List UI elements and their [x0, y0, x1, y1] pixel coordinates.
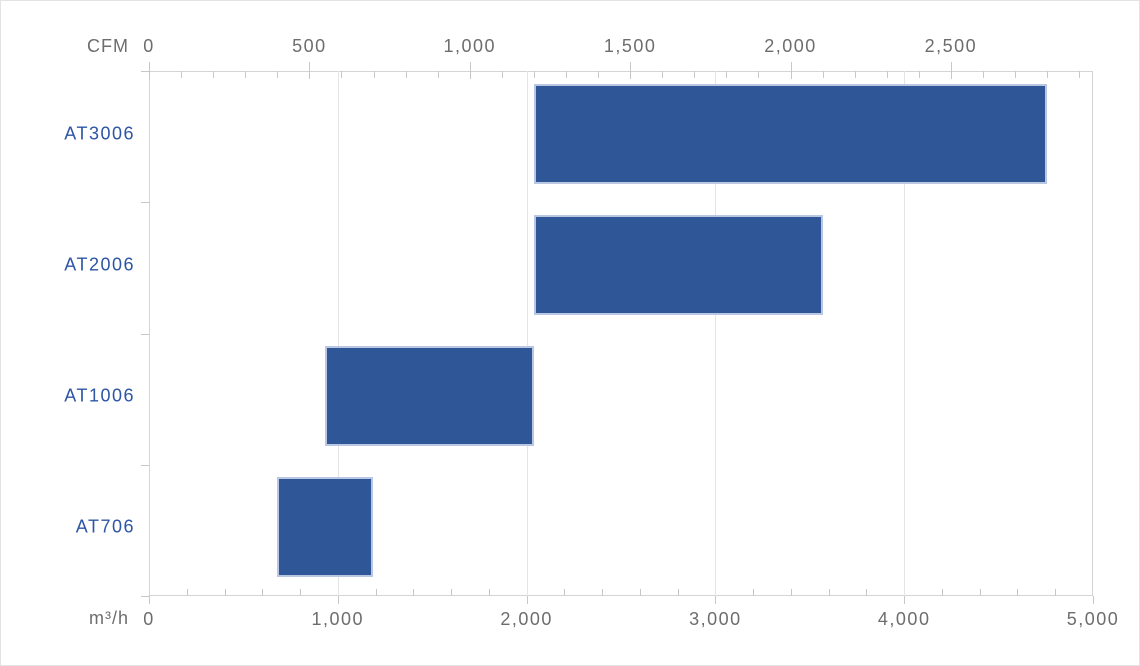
- top-axis-major-tick: [790, 62, 792, 79]
- bottom-axis-minor-tick: [753, 589, 755, 596]
- top-axis-tick-label: 1,500: [603, 36, 657, 56]
- top-axis-minor-tick: [918, 71, 920, 78]
- top-axis-tick-label: 500: [292, 36, 327, 56]
- bottom-axis-minor-tick: [186, 589, 188, 596]
- bottom-axis-minor-tick: [224, 589, 226, 596]
- top-axis-minor-tick: [566, 71, 567, 78]
- bottom-axis-minor-tick: [639, 589, 641, 596]
- bottom-axis-minor-tick: [941, 589, 943, 596]
- category-axis-tick: [141, 202, 149, 204]
- top-axis-minor-tick: [886, 71, 888, 78]
- top-axis-minor-tick: [373, 71, 375, 78]
- top-axis-minor-tick: [181, 71, 183, 78]
- bottom-axis-major-tick: [715, 596, 717, 604]
- bottom-axis-major-tick: [904, 596, 906, 604]
- top-axis-minor-tick: [245, 71, 247, 78]
- gridline: [526, 71, 528, 596]
- gridline: [337, 71, 339, 596]
- bottom-axis-minor-tick: [1017, 589, 1019, 596]
- bottom-axis-minor-tick: [790, 589, 792, 596]
- bottom-axis-tick-label: 1,000: [311, 609, 365, 629]
- bar-at706: [277, 477, 374, 578]
- top-axis-minor-tick: [533, 71, 535, 78]
- plot-area: [149, 71, 1093, 596]
- top-axis-minor-tick: [694, 71, 696, 78]
- category-label: AT2006: [64, 254, 135, 275]
- bar-at2006: [533, 214, 823, 315]
- top-axis-major-tick: [630, 62, 632, 79]
- bottom-axis-tick-label: 2,000: [500, 609, 553, 629]
- bottom-axis-minor-tick: [979, 589, 981, 596]
- top-axis-unit-label: CFM: [87, 36, 129, 56]
- bottom-axis-minor-tick: [451, 589, 453, 596]
- bar-at1006: [325, 346, 534, 446]
- category-axis-tick: [141, 464, 149, 466]
- top-axis-minor-tick: [1079, 71, 1081, 78]
- bar-at3006: [533, 83, 1048, 184]
- top-axis-minor-tick: [405, 71, 407, 78]
- gridline: [904, 71, 906, 596]
- bottom-axis-tick-label: 4,000: [877, 609, 931, 629]
- top-axis-minor-tick: [501, 71, 503, 78]
- category-label: AT706: [75, 516, 135, 537]
- top-axis-minor-tick: [854, 71, 856, 78]
- bottom-axis-minor-tick: [602, 589, 604, 596]
- bottom-axis-minor-tick: [413, 589, 415, 596]
- top-axis-minor-tick: [598, 71, 600, 78]
- bottom-axis-major-tick: [1093, 596, 1094, 604]
- top-axis-minor-tick: [277, 71, 279, 78]
- bottom-axis-unit-label: m³/h: [89, 608, 129, 628]
- bottom-axis-minor-tick: [866, 589, 868, 596]
- category-axis-tick: [141, 71, 149, 72]
- bottom-axis-major-tick: [526, 596, 528, 604]
- top-axis-minor-tick: [662, 71, 664, 78]
- top-axis-minor-tick: [758, 71, 760, 78]
- top-axis-tick-label: 0: [143, 36, 155, 56]
- bottom-axis-tick-label: 3,000: [689, 609, 742, 629]
- category-label: AT1006: [64, 385, 135, 406]
- bottom-axis-minor-tick: [1055, 589, 1057, 596]
- top-axis-tick-label: 2,500: [924, 36, 978, 56]
- bottom-axis-minor-tick: [564, 589, 566, 596]
- bottom-axis-minor-tick: [488, 589, 490, 596]
- category-axis-tick: [141, 596, 149, 597]
- top-axis-major-tick: [469, 62, 471, 79]
- top-axis-major-tick: [950, 62, 952, 79]
- top-axis-major-tick: [149, 62, 150, 79]
- category-axis-tick: [141, 333, 149, 335]
- top-axis-minor-tick: [213, 71, 215, 78]
- top-axis-major-tick: [309, 62, 311, 79]
- top-axis-minor-tick: [1015, 71, 1017, 78]
- bottom-axis-major-tick: [149, 596, 150, 604]
- bottom-axis-minor-tick: [262, 589, 264, 596]
- bottom-axis-minor-tick: [300, 589, 302, 596]
- top-axis-minor-tick: [822, 71, 824, 78]
- top-axis-minor-tick: [1047, 71, 1049, 78]
- top-axis-minor-tick: [437, 71, 439, 78]
- top-axis-minor-tick: [726, 71, 728, 78]
- bottom-axis-tick-label: 5,000: [1066, 609, 1120, 629]
- bottom-axis-minor-tick: [375, 589, 377, 596]
- bottom-axis-tick-label: 0: [143, 609, 155, 629]
- top-axis-tick-label: 1,000: [443, 36, 497, 56]
- top-axis-minor-tick: [983, 71, 984, 78]
- top-axis-minor-tick: [341, 71, 343, 78]
- bottom-axis-minor-tick: [828, 589, 830, 596]
- gridline: [715, 71, 717, 596]
- category-label: AT3006: [64, 123, 135, 143]
- bottom-axis-major-tick: [337, 596, 339, 604]
- top-axis-tick-label: 2,000: [764, 36, 817, 56]
- bottom-axis-minor-tick: [677, 589, 679, 596]
